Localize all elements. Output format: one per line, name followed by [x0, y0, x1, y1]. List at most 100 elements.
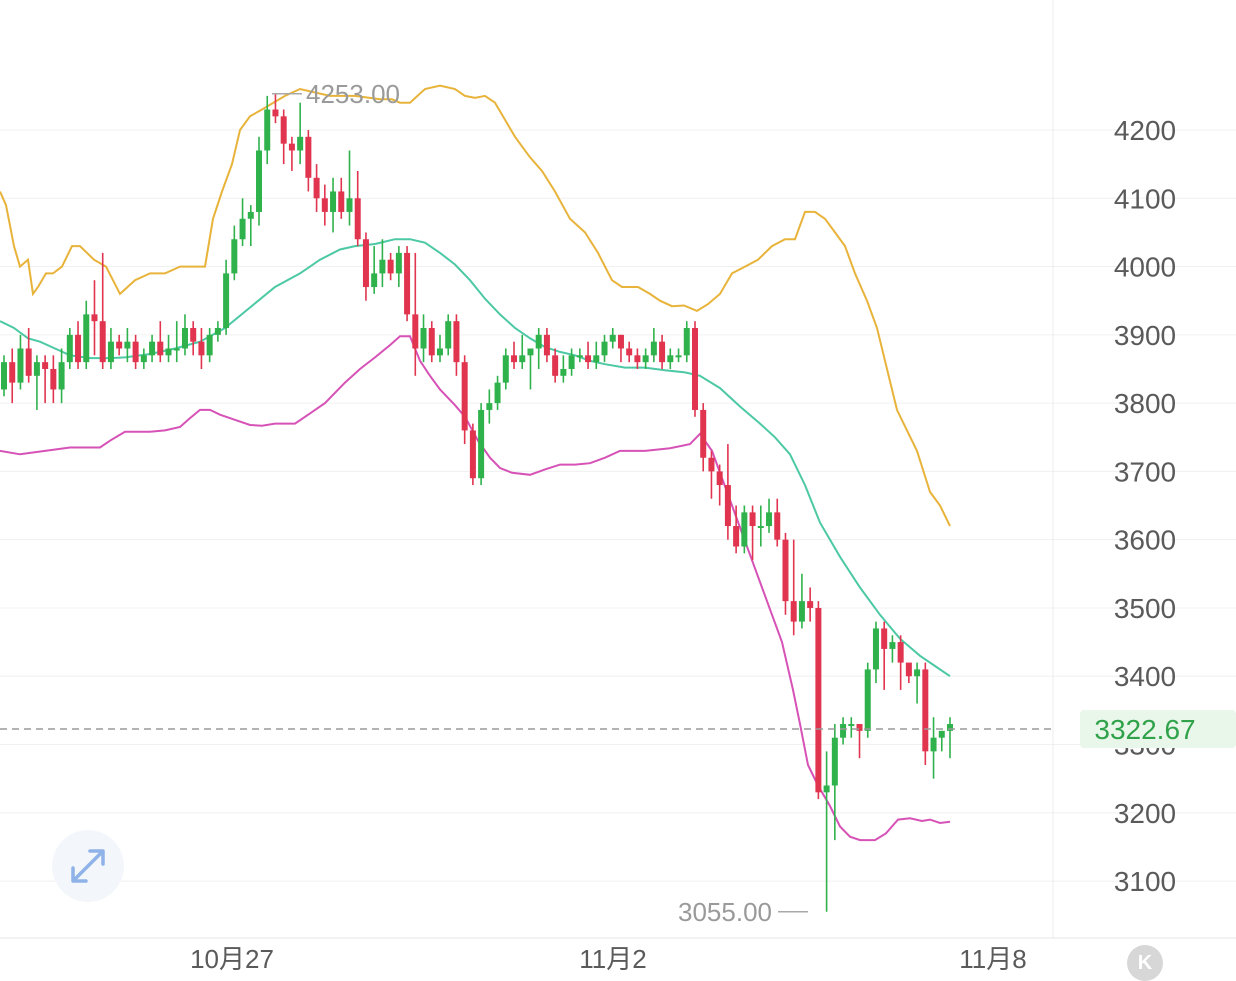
- candle-body: [568, 355, 575, 369]
- candle: [83, 300, 90, 369]
- candle: [231, 225, 238, 281]
- candle: [321, 184, 328, 226]
- expand-button[interactable]: [52, 830, 124, 902]
- candle: [124, 328, 131, 363]
- candle: [667, 348, 674, 369]
- candle: [823, 751, 830, 912]
- y-tick-label: 3900: [1114, 320, 1176, 351]
- candle-body: [601, 341, 608, 356]
- candle-body: [305, 136, 312, 178]
- candle: [642, 348, 649, 369]
- candle-body: [58, 362, 65, 390]
- candle: [58, 348, 65, 404]
- candle: [132, 334, 139, 369]
- candle-body: [149, 341, 156, 356]
- candle: [749, 505, 756, 561]
- candle: [848, 717, 855, 738]
- candle: [938, 730, 945, 752]
- candle-body: [91, 314, 98, 322]
- candle-body: [50, 368, 57, 390]
- candle-body: [140, 355, 147, 363]
- candle-body: [749, 512, 756, 527]
- candle-body: [774, 512, 781, 540]
- candle: [198, 328, 205, 369]
- candle-body: [321, 198, 328, 212]
- candle: [288, 136, 295, 171]
- candle: [173, 321, 180, 363]
- candle-body: [642, 355, 649, 363]
- candle-body: [798, 601, 805, 622]
- candle: [354, 170, 361, 247]
- candle-body: [420, 328, 427, 349]
- candle: [947, 717, 953, 759]
- x-tick-label: 11月8: [959, 944, 1026, 974]
- candle: [239, 198, 246, 247]
- candle-body: [634, 355, 641, 363]
- candle-body: [107, 341, 114, 363]
- candle: [700, 403, 707, 472]
- candle-body: [486, 403, 493, 410]
- candle: [256, 136, 263, 226]
- candle: [930, 717, 937, 779]
- candle-body: [453, 321, 460, 363]
- candle-body: [724, 485, 731, 527]
- candle-body: [922, 669, 929, 752]
- candle: [157, 321, 164, 363]
- candle: [691, 321, 698, 417]
- candle-body: [181, 328, 188, 349]
- candle-body: [560, 368, 567, 376]
- candle-body: [17, 348, 24, 383]
- candle: [519, 334, 526, 369]
- candle-body: [469, 430, 476, 479]
- candle-body: [9, 362, 16, 383]
- candle-body: [552, 355, 559, 376]
- candle: [140, 348, 147, 369]
- candle-body: [938, 730, 945, 738]
- candle-body: [897, 642, 904, 663]
- candle-body: [231, 239, 238, 274]
- high-label: 4253.00: [306, 79, 400, 109]
- candle: [864, 662, 871, 738]
- candle-body: [33, 362, 40, 376]
- y-tick-label: 3800: [1114, 388, 1176, 419]
- candle-body: [264, 109, 271, 151]
- candle: [478, 403, 485, 486]
- candle: [362, 232, 369, 301]
- candle: [914, 662, 921, 704]
- candle: [338, 177, 345, 219]
- candle: [91, 280, 98, 356]
- y-axis-ticks: 4200410040003900380037003600350034003300…: [1114, 115, 1176, 897]
- candle: [165, 334, 172, 363]
- candle: [881, 621, 888, 690]
- candle-body: [338, 191, 345, 212]
- candle: [766, 498, 773, 533]
- candle: [708, 450, 715, 499]
- candle-body: [535, 334, 542, 349]
- candle-body: [83, 314, 90, 363]
- candle-body: [428, 328, 435, 356]
- candle: [543, 328, 550, 363]
- kline-toggle-button[interactable]: K: [1127, 945, 1163, 981]
- candle: [593, 341, 600, 369]
- candle: [387, 252, 394, 281]
- candle-body: [247, 211, 254, 219]
- candle: [716, 464, 723, 506]
- candle: [897, 635, 904, 690]
- candle: [807, 587, 814, 622]
- candle: [831, 724, 838, 841]
- candle: [272, 93, 279, 124]
- bollinger-bands: [0, 84, 951, 842]
- candle: [379, 239, 386, 288]
- candle: [313, 164, 320, 212]
- candle: [552, 348, 559, 383]
- candle: [675, 348, 682, 363]
- candle-body: [930, 737, 937, 752]
- candle-body: [214, 328, 221, 335]
- candle: [66, 328, 73, 369]
- middle-band-line: [0, 238, 951, 678]
- candle: [280, 109, 287, 165]
- candle: [683, 321, 690, 363]
- candle: [346, 150, 353, 226]
- candle-body: [626, 348, 633, 356]
- candle-body: [708, 457, 715, 472]
